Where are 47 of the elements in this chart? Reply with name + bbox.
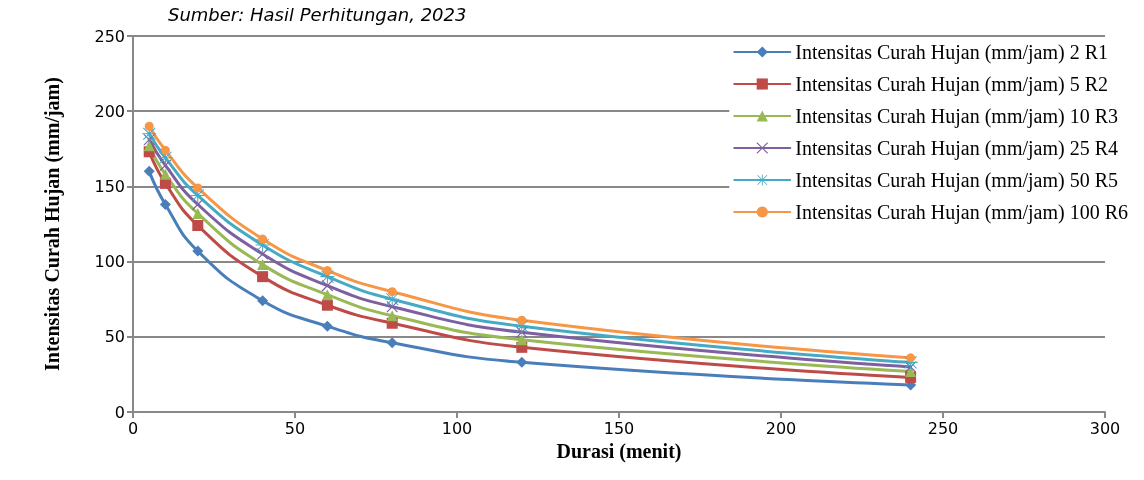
x-tick-label: 250 [927,418,959,438]
x-tick-label: 100 [441,418,473,438]
point [144,121,154,131]
point [322,266,332,276]
x-tick-label: 50 [284,418,306,438]
point [257,248,269,260]
x-tick-label: 0 [127,418,139,438]
legend-label: Intensitas Curah Hujan (mm/jam) 5 R2 [795,73,1109,96]
point [906,353,916,363]
point [321,320,333,332]
x-tick-label: 150 [603,418,635,438]
point [516,334,528,346]
point [159,168,171,180]
x-axis-title: Durasi (menit) [556,439,682,463]
y-tick-label: 0 [114,402,125,422]
legend-label: Intensitas Curah Hujan (mm/jam) 50 R5 [795,169,1119,192]
point [192,245,204,257]
y-tick-label: 200 [94,101,125,121]
legend-label: Intensitas Curah Hujan (mm/jam) 10 R3 [795,105,1119,128]
point [386,310,398,322]
point [516,356,528,368]
point [387,287,397,297]
point [192,220,204,231]
point [257,295,269,307]
point [143,165,155,177]
point [257,259,269,271]
point [517,315,527,325]
y-axis-title: Intensitas Curah Hujan (mm/jam) [41,77,64,371]
legend-label: Intensitas Curah Hujan (mm/jam) 2 R1 [795,41,1109,64]
legend-label: Intensitas Curah Hujan (mm/jam) 25 R4 [795,137,1119,160]
x-tick-label: 200 [765,418,797,438]
point [386,337,398,349]
point [159,198,171,210]
x-tick-label: 300 [1089,418,1121,438]
y-tick-label: 150 [94,176,125,196]
y-tick-label: 100 [94,252,125,272]
legend-label: Intensitas Curah Hujan (mm/jam) 100 R6 [795,201,1129,224]
point [192,198,204,210]
point [193,183,203,193]
point [257,271,269,283]
point [143,140,155,152]
point [321,289,333,301]
y-tick-label: 250 [94,26,125,46]
point [160,145,170,155]
y-tick-label: 50 [104,327,125,347]
point [258,234,268,244]
point [321,299,333,311]
